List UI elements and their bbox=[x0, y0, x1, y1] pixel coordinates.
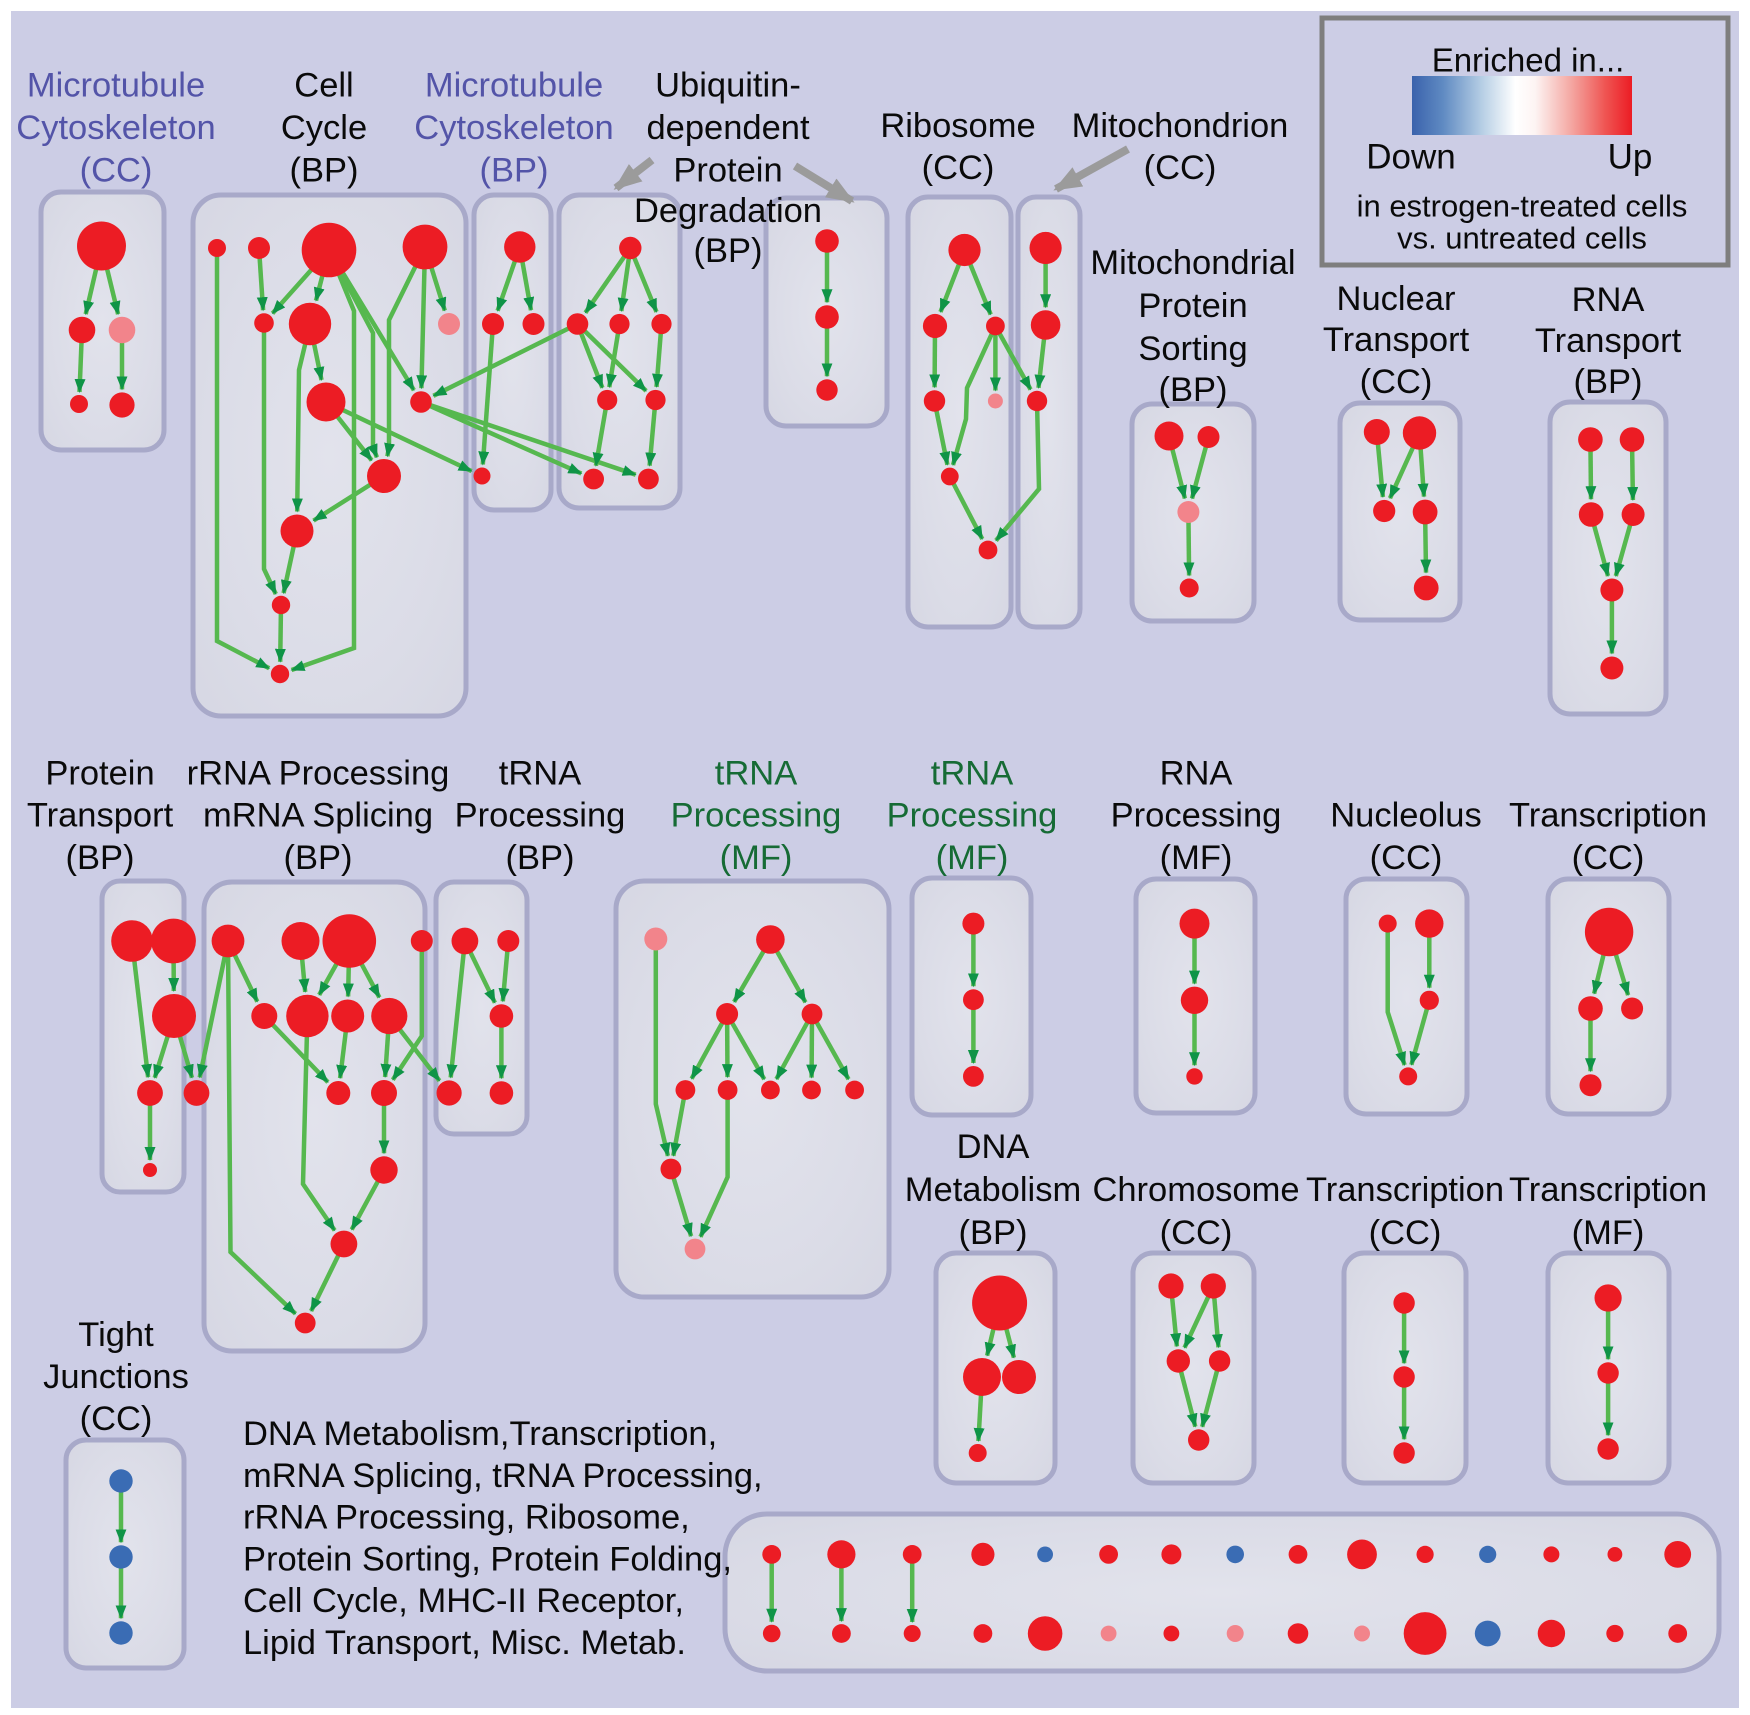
svg-text:RNA: RNA bbox=[1160, 755, 1233, 793]
svg-text:(CC): (CC) bbox=[922, 149, 995, 187]
svg-text:RNA: RNA bbox=[1572, 281, 1645, 319]
svg-text:Cycle: Cycle bbox=[281, 109, 367, 147]
svg-text:(BP): (BP) bbox=[480, 152, 549, 190]
svg-text:(BP): (BP) bbox=[1159, 371, 1228, 409]
svg-text:Tight: Tight bbox=[78, 1316, 154, 1354]
svg-text:(BP): (BP) bbox=[506, 839, 575, 877]
svg-text:Up: Up bbox=[1608, 138, 1653, 177]
svg-text:Enriched in...: Enriched in... bbox=[1432, 42, 1625, 79]
svg-text:Mitochondrial: Mitochondrial bbox=[1090, 244, 1295, 282]
svg-text:Ubiquitin-: Ubiquitin- bbox=[655, 67, 801, 105]
svg-text:Sorting: Sorting bbox=[1138, 330, 1247, 368]
svg-text:Cytoskeleton: Cytoskeleton bbox=[16, 109, 215, 147]
svg-text:(BP): (BP) bbox=[959, 1214, 1028, 1252]
svg-text:(BP): (BP) bbox=[66, 839, 135, 877]
svg-text:Transport: Transport bbox=[1535, 322, 1682, 360]
svg-text:Protein: Protein bbox=[673, 152, 782, 190]
svg-text:dependent: dependent bbox=[646, 109, 809, 147]
svg-text:Microtubule: Microtubule bbox=[27, 67, 205, 105]
svg-text:Protein: Protein bbox=[45, 755, 154, 793]
svg-text:Cell Cycle, MHC-II Receptor,: Cell Cycle, MHC-II Receptor, bbox=[243, 1582, 684, 1620]
svg-text:(MF): (MF) bbox=[1572, 1214, 1645, 1252]
svg-text:Transcription: Transcription bbox=[1306, 1171, 1504, 1209]
svg-text:(BP): (BP) bbox=[290, 152, 359, 190]
svg-text:Processing: Processing bbox=[455, 797, 626, 835]
svg-text:Degradation: Degradation bbox=[634, 192, 822, 230]
svg-text:Processing: Processing bbox=[671, 797, 842, 835]
svg-text:Mitochondrion: Mitochondrion bbox=[1072, 107, 1289, 145]
svg-text:(CC): (CC) bbox=[1160, 1214, 1233, 1252]
svg-text:tRNA: tRNA bbox=[715, 755, 797, 793]
svg-text:Metabolism: Metabolism bbox=[905, 1171, 1081, 1209]
svg-text:Protein Sorting, Protein Foldi: Protein Sorting, Protein Folding, bbox=[243, 1540, 732, 1578]
svg-text:DNA Metabolism,Transcription,: DNA Metabolism,Transcription, bbox=[243, 1415, 717, 1453]
svg-text:(CC): (CC) bbox=[1360, 363, 1433, 401]
svg-text:Microtubule: Microtubule bbox=[425, 67, 603, 105]
svg-text:(CC): (CC) bbox=[1370, 839, 1443, 877]
svg-text:Cell: Cell bbox=[294, 67, 353, 105]
svg-text:in estrogen-treated cells: in estrogen-treated cells bbox=[1357, 189, 1688, 224]
svg-text:tRNA: tRNA bbox=[931, 755, 1013, 793]
svg-text:(BP): (BP) bbox=[1574, 363, 1643, 401]
svg-text:Down: Down bbox=[1366, 138, 1455, 177]
svg-text:Chromosome: Chromosome bbox=[1092, 1171, 1299, 1209]
svg-text:rRNA Processing, Ribosome,: rRNA Processing, Ribosome, bbox=[243, 1499, 690, 1537]
svg-text:(CC): (CC) bbox=[1144, 149, 1217, 187]
svg-text:tRNA: tRNA bbox=[499, 755, 581, 793]
svg-text:Transcription: Transcription bbox=[1509, 1171, 1707, 1209]
svg-text:(MF): (MF) bbox=[1160, 839, 1233, 877]
svg-text:(BP): (BP) bbox=[694, 232, 763, 270]
svg-text:(CC): (CC) bbox=[1369, 1214, 1442, 1252]
svg-text:rRNA Processing: rRNA Processing bbox=[187, 755, 450, 793]
svg-text:mRNA Splicing: mRNA Splicing bbox=[203, 797, 433, 835]
svg-text:Transport: Transport bbox=[1323, 321, 1470, 359]
svg-text:Ribosome: Ribosome bbox=[880, 107, 1035, 145]
svg-text:(MF): (MF) bbox=[720, 839, 793, 877]
svg-text:Transcription: Transcription bbox=[1509, 797, 1707, 835]
svg-text:Junctions: Junctions bbox=[43, 1358, 189, 1396]
svg-text:Transport: Transport bbox=[27, 797, 174, 835]
svg-text:Processing: Processing bbox=[887, 797, 1058, 835]
svg-text:DNA: DNA bbox=[957, 1128, 1030, 1166]
svg-text:Lipid Transport, Misc. Metab.: Lipid Transport, Misc. Metab. bbox=[243, 1624, 686, 1662]
svg-text:Processing: Processing bbox=[1111, 797, 1282, 835]
svg-text:Nucleolus: Nucleolus bbox=[1330, 797, 1482, 835]
svg-text:Cytoskeleton: Cytoskeleton bbox=[414, 109, 613, 147]
svg-text:vs. untreated cells: vs. untreated cells bbox=[1397, 221, 1647, 256]
svg-text:Protein: Protein bbox=[1138, 287, 1247, 325]
svg-text:Nuclear: Nuclear bbox=[1337, 280, 1456, 318]
svg-text:(MF): (MF) bbox=[936, 839, 1009, 877]
svg-text:(BP): (BP) bbox=[284, 839, 353, 877]
svg-text:(CC): (CC) bbox=[80, 1400, 153, 1438]
svg-text:(CC): (CC) bbox=[1572, 839, 1645, 877]
svg-text:mRNA Splicing, tRNA Processing: mRNA Splicing, tRNA Processing, bbox=[243, 1457, 763, 1495]
svg-text:(CC): (CC) bbox=[80, 152, 153, 190]
